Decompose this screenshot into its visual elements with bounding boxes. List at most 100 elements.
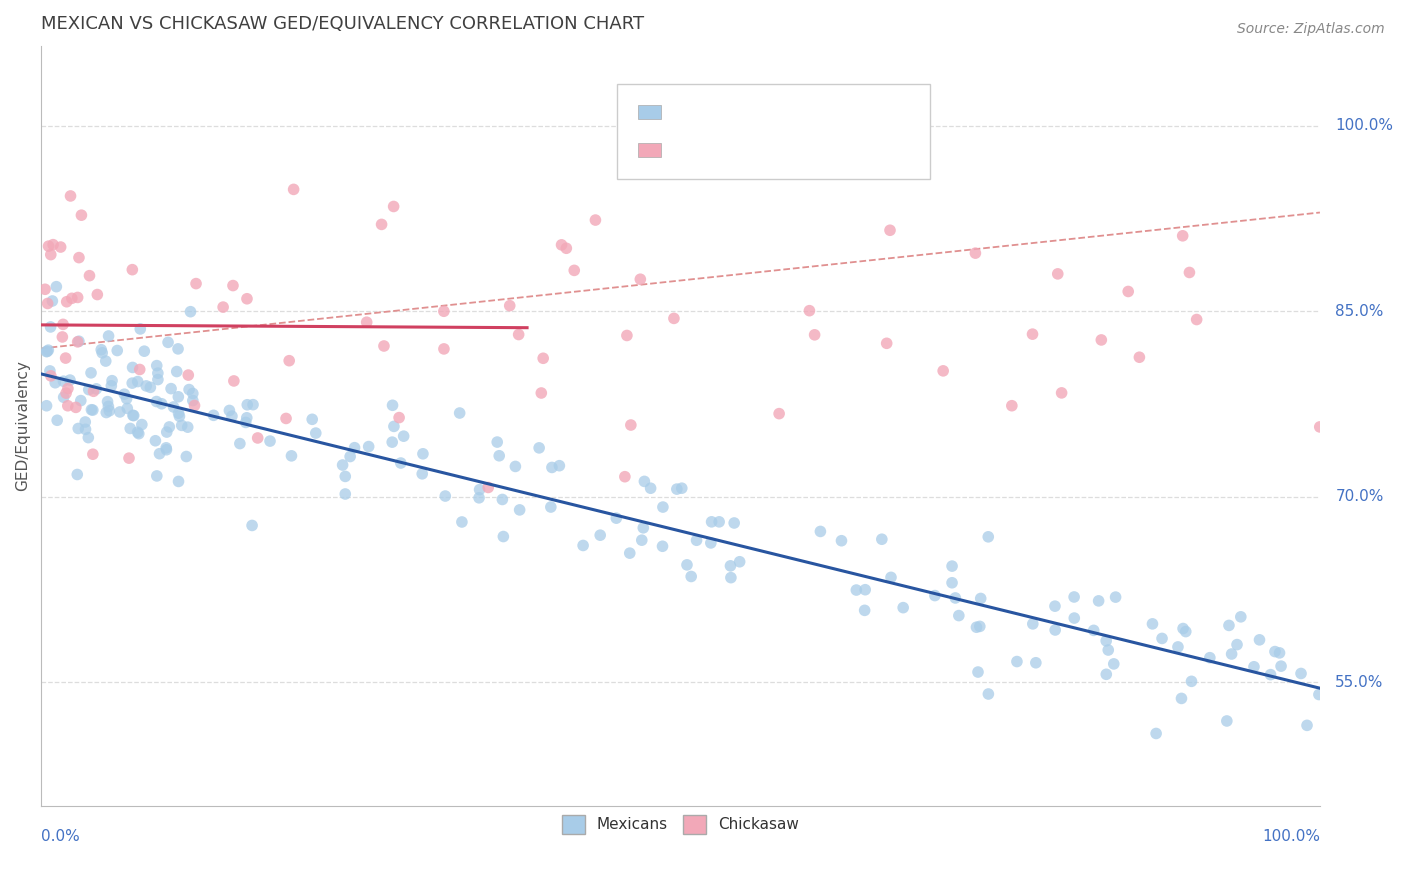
Point: [505, 459, 527, 474]
Point: [38, 364, 60, 378]
Point: [630, 533, 652, 548]
Point: [967, 665, 990, 679]
Point: [69, 393, 91, 408]
Point: [540, 500, 562, 514]
Point: [97, 329, 120, 343]
Point: [965, 246, 987, 260]
Point: [508, 327, 530, 342]
Point: [1226, 638, 1249, 652]
Point: [242, 398, 264, 412]
Point: [79, 268, 101, 283]
Point: [146, 373, 169, 387]
Point: [127, 425, 149, 440]
Point: [39, 247, 62, 261]
Point: [67, 334, 90, 349]
Point: [640, 481, 662, 495]
Point: [1025, 656, 1047, 670]
Point: [1090, 333, 1112, 347]
Point: [555, 241, 578, 255]
Point: [46, 413, 69, 427]
Point: [77, 383, 100, 397]
Point: [34, 282, 56, 296]
Point: [98, 404, 121, 418]
Point: [1309, 420, 1331, 434]
Point: [156, 425, 179, 439]
Point: [1167, 640, 1189, 654]
Text: 85.0%: 85.0%: [1336, 304, 1384, 318]
Point: [145, 434, 167, 448]
Point: [184, 277, 207, 291]
Point: [274, 411, 297, 425]
Point: [1095, 667, 1118, 681]
Point: [665, 482, 688, 496]
Point: [1050, 385, 1073, 400]
Point: [90, 343, 112, 357]
Point: [1001, 399, 1024, 413]
Point: [278, 353, 301, 368]
Point: [166, 365, 188, 379]
Point: [969, 619, 991, 633]
Point: [651, 539, 673, 553]
Point: [97, 400, 120, 414]
Point: [96, 405, 118, 419]
Point: [853, 603, 876, 617]
Point: [720, 571, 742, 585]
Point: [259, 434, 281, 448]
Point: [65, 401, 87, 415]
Point: [1116, 285, 1139, 299]
Point: [150, 397, 173, 411]
Point: [157, 335, 180, 350]
Point: [768, 407, 790, 421]
Point: [357, 440, 380, 454]
Point: [67, 421, 90, 435]
Point: [676, 558, 699, 572]
Point: [1097, 643, 1119, 657]
Point: [803, 327, 825, 342]
Point: [145, 359, 167, 373]
Point: [488, 449, 510, 463]
Point: [82, 403, 104, 417]
Point: [101, 374, 124, 388]
Point: [91, 346, 114, 360]
Point: [118, 451, 141, 466]
Point: [1264, 644, 1286, 658]
Point: [1170, 691, 1192, 706]
Point: [356, 315, 378, 329]
Text: 55.0%: 55.0%: [1336, 674, 1384, 690]
Text: N =: N =: [820, 140, 863, 160]
Point: [1022, 616, 1045, 631]
Point: [589, 528, 612, 542]
Point: [167, 406, 190, 420]
Point: [1218, 618, 1240, 632]
Point: [169, 409, 191, 424]
Point: [135, 379, 157, 393]
Point: [56, 399, 79, 413]
Point: [52, 390, 75, 404]
Point: [181, 393, 204, 408]
Y-axis label: GED/Equivalency: GED/Equivalency: [15, 360, 30, 491]
Point: [148, 447, 170, 461]
Point: [70, 208, 93, 222]
Point: [301, 412, 323, 426]
Point: [1142, 616, 1164, 631]
Point: [221, 409, 243, 424]
Point: [548, 458, 571, 473]
Point: [870, 533, 893, 547]
Text: N =: N =: [820, 103, 863, 121]
Point: [176, 450, 198, 464]
Point: [37, 296, 59, 310]
Point: [127, 375, 149, 389]
Point: [1104, 590, 1126, 604]
Point: [633, 475, 655, 489]
Point: [44, 376, 66, 390]
Point: [37, 344, 59, 359]
Point: [433, 304, 456, 318]
Point: [162, 400, 184, 414]
Point: [55, 386, 77, 401]
Point: [202, 409, 225, 423]
Text: 200: 200: [872, 103, 911, 121]
Point: [121, 360, 143, 375]
Point: [845, 582, 868, 597]
Point: [86, 382, 108, 396]
Point: [527, 441, 550, 455]
